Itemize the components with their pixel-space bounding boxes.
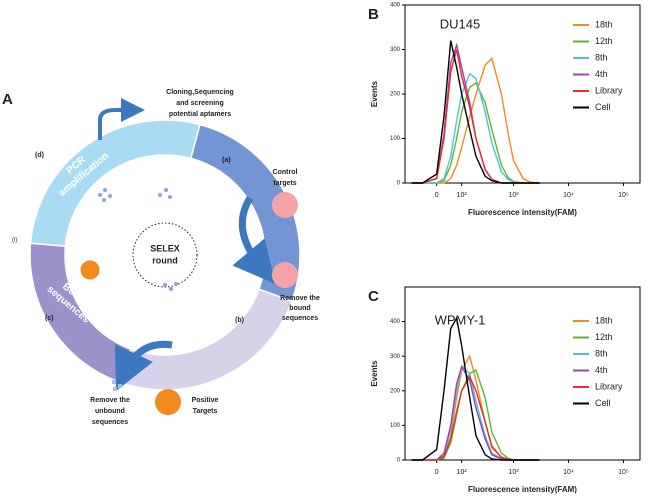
x-tick-label: 0 [435, 192, 439, 199]
note: Positive [192, 397, 219, 404]
note: unbound [95, 408, 125, 415]
target-icon [155, 389, 181, 415]
target-icon [272, 262, 298, 288]
legend-label: 12th [595, 332, 613, 342]
note: targets [273, 180, 296, 187]
curve [411, 375, 540, 461]
y-tick-label: 400 [390, 3, 401, 9]
y-tick-label: 100 [390, 423, 401, 429]
x-tick-label: 0 [435, 469, 439, 476]
y-tick-label: 200 [390, 92, 401, 98]
legend-label: Cell [595, 398, 611, 408]
y-tick-label: 300 [390, 354, 401, 360]
note: Remove the [280, 295, 320, 302]
legend-label: 12th [595, 36, 613, 46]
ring-segment [29, 119, 201, 248]
note: and screening [176, 100, 223, 107]
arrow [98, 98, 145, 140]
y-axis-label: Events [370, 80, 379, 107]
note: sequences [282, 315, 318, 322]
step: (d) [35, 152, 44, 159]
y-tick-label: 0 [397, 458, 401, 464]
x-tick-label: 10² [457, 469, 468, 476]
curve [411, 57, 540, 184]
note: sequences [92, 419, 128, 426]
chart-title: WPMY-1 [435, 312, 486, 327]
x-tick-label: 10⁵ [618, 192, 629, 199]
legend-label: 4th [595, 365, 608, 375]
x-tick-label: 10⁵ [618, 469, 629, 476]
arrow [232, 196, 276, 285]
curve [411, 369, 540, 461]
dots [98, 188, 178, 291]
chart: B Events Fluorescence intensity(FAM) 0 100 20… [368, 3, 641, 217]
selex-label: round [152, 255, 178, 265]
step: (b) [235, 317, 244, 324]
x-tick-label: 10² [457, 192, 468, 199]
note: Remove the [90, 397, 130, 404]
panel-label: B [368, 6, 379, 23]
ring-segment [29, 242, 132, 383]
y-tick-label: 100 [390, 136, 401, 142]
y-axis-label: Events [370, 360, 379, 387]
chart-title: DU145 [440, 16, 480, 31]
note: Control [273, 169, 298, 176]
legend-label: 18th [595, 19, 613, 29]
legend-label: Library [595, 85, 623, 95]
legend-label: 8th [595, 348, 608, 358]
legend-label: Library [595, 381, 623, 391]
x-tick-label: 10³ [508, 469, 519, 476]
selex-diagram: A SELEX round Cloning,Sequencing and scr… [2, 89, 320, 426]
target-icon [79, 259, 101, 281]
curve [411, 316, 540, 461]
y-tick-label: 300 [390, 47, 401, 53]
curve [411, 42, 540, 184]
curve [411, 40, 540, 184]
legend-label: 18th [595, 315, 613, 325]
arrow [114, 340, 173, 392]
x-tick-label: 10³ [508, 192, 519, 199]
legend-label: Cell [595, 102, 611, 112]
dots [112, 380, 122, 391]
y-tick-label: 400 [390, 319, 401, 325]
panel-label: C [368, 288, 379, 305]
note: Cloning,Sequencing [166, 89, 234, 96]
x-axis-label: Fluorescence intensity(FAM) [468, 208, 577, 217]
x-tick-label: 10⁴ [563, 469, 574, 476]
note: bound [289, 305, 310, 312]
selex-label: SELEX [150, 243, 180, 253]
chart: C Events Fluorescence intensity(FAM) 0 100 20… [368, 286, 641, 494]
y-tick-label: 200 [390, 388, 401, 394]
panel-label: A [2, 91, 13, 108]
legend-label: 8th [595, 52, 608, 62]
step: (i) [12, 238, 17, 244]
note: Targets [193, 408, 218, 415]
step: (a) [222, 157, 231, 164]
target-icon [272, 192, 298, 218]
note: potential aptamers [169, 111, 231, 118]
curve [411, 72, 540, 184]
x-axis-label: Fluorescence intensity(FAM) [468, 485, 577, 494]
legend-label: 4th [595, 69, 608, 79]
y-tick-label: 0 [397, 181, 401, 187]
x-tick-label: 10⁴ [563, 192, 574, 199]
step: (c) [45, 315, 54, 322]
curve [411, 49, 540, 184]
